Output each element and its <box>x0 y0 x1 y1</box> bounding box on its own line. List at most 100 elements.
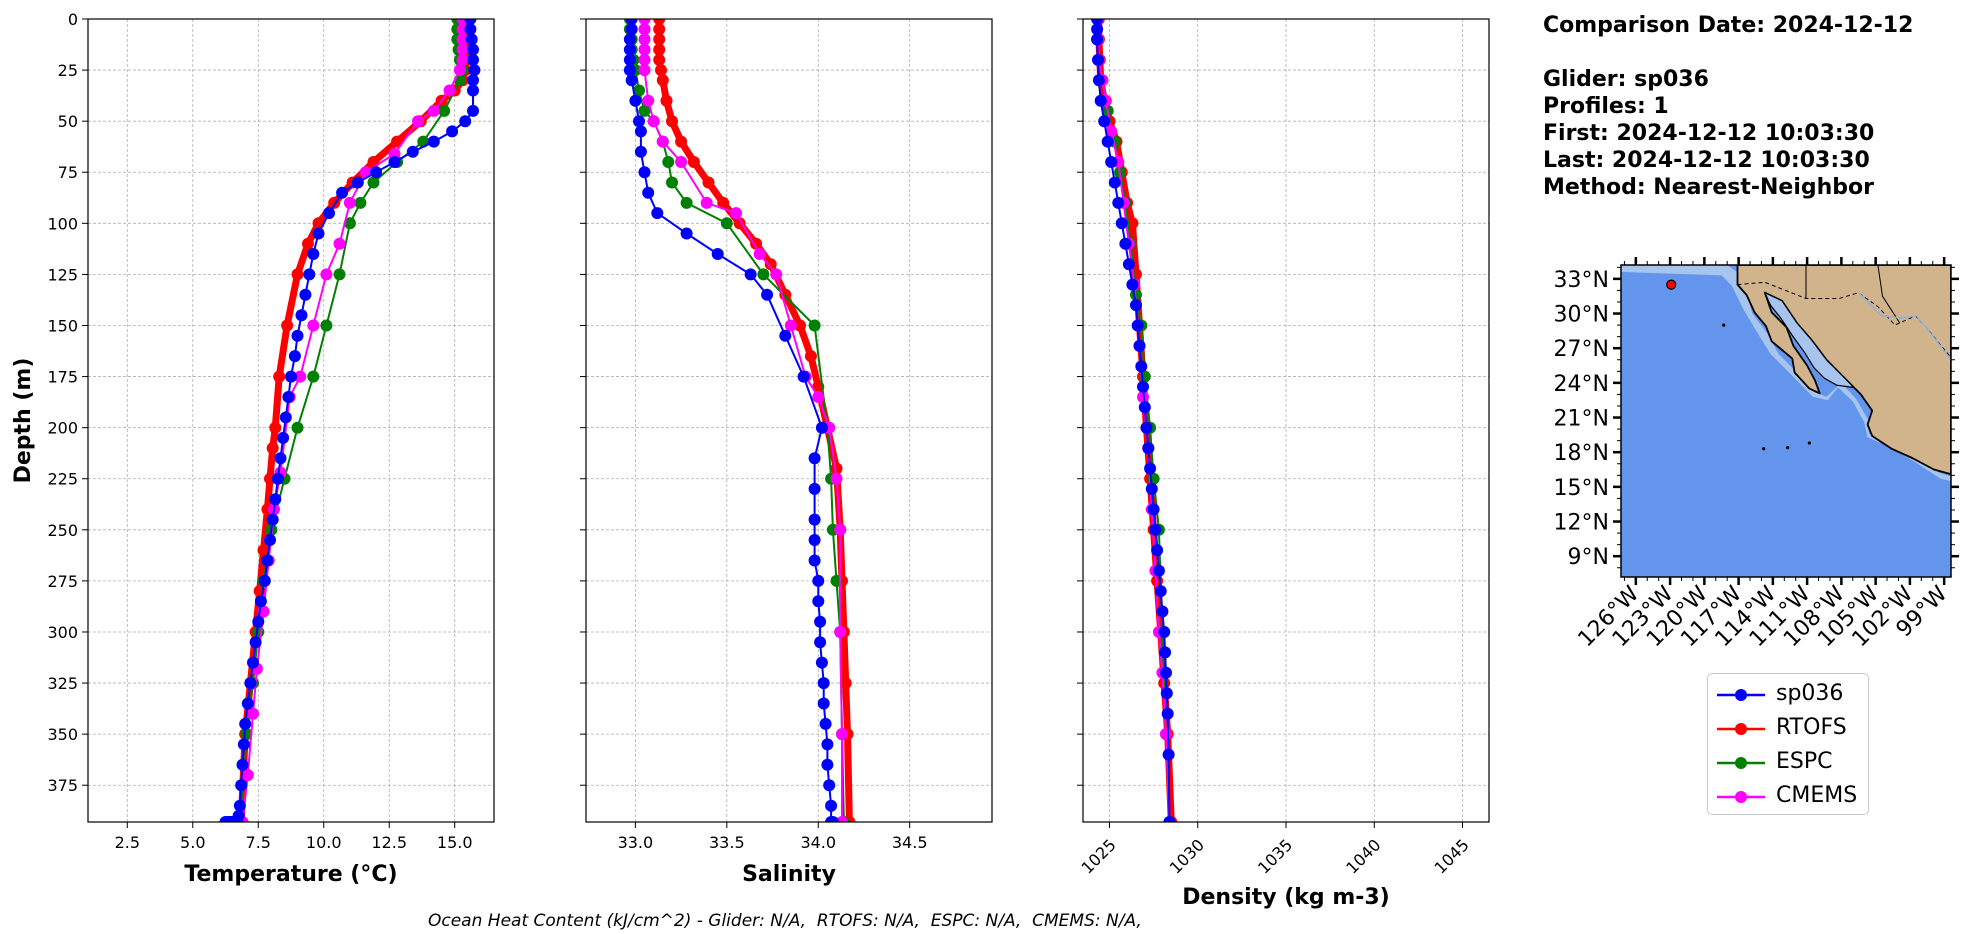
y-tick-label: 325 <box>47 674 78 693</box>
data-point-cmems <box>675 156 688 168</box>
data-point-sp036 <box>271 472 284 485</box>
data-point-cmems <box>812 391 825 403</box>
data-point-sp036 <box>815 656 828 669</box>
data-point-sp036 <box>264 534 276 546</box>
data-point-sp036 <box>623 64 636 77</box>
data-point-sp036 <box>823 779 836 792</box>
data-point-sp036 <box>1162 748 1175 761</box>
river <box>1857 292 1951 361</box>
data-point-cmems <box>456 53 469 66</box>
x-tick-label: 34.0 <box>800 833 836 852</box>
lat-tick-label: 33°N <box>1554 268 1609 293</box>
profiles-label: Profiles: 1 <box>1543 94 1669 119</box>
data-point-espc <box>662 156 675 168</box>
y-tick-label: 50 <box>58 112 78 131</box>
data-point-rtofs <box>653 43 666 56</box>
data-point-sp036 <box>638 166 651 179</box>
data-point-sp036 <box>808 554 821 567</box>
data-point-cmems <box>784 319 797 332</box>
data-point-sp036 <box>459 115 472 128</box>
data-point-cmems <box>359 166 372 179</box>
data-point-sp036 <box>1145 482 1158 495</box>
data-point-cmems <box>638 53 651 66</box>
data-point-sp036 <box>1098 115 1111 128</box>
data-point-sp036 <box>819 717 832 730</box>
data-point-sp036 <box>826 816 839 822</box>
data-point-cmems <box>834 523 847 536</box>
data-point-rtofs <box>804 350 817 363</box>
data-point-sp036 <box>261 554 274 567</box>
data-point-sp036 <box>634 145 647 158</box>
data-point-rtofs <box>653 23 666 36</box>
data-point-sp036 <box>323 207 335 220</box>
data-point-sp036 <box>808 452 821 465</box>
data-point-sp036 <box>464 19 477 25</box>
y-tick-label: 275 <box>47 572 78 591</box>
legend-swatch-rtofs <box>1717 723 1765 735</box>
data-point-sp036 <box>291 329 304 342</box>
series-rtofs <box>235 19 473 822</box>
data-point-sp036 <box>1112 196 1125 209</box>
data-point-sp036 <box>808 534 821 546</box>
x-tick-label: 15.0 <box>437 833 473 852</box>
data-point-sp036 <box>634 125 647 138</box>
data-point-sp036 <box>814 615 827 628</box>
data-point-espc <box>808 319 821 332</box>
data-point-sp036 <box>1094 94 1107 107</box>
data-point-sp036 <box>312 227 325 240</box>
data-point-sp036 <box>277 431 290 444</box>
data-point-sp036 <box>465 33 478 46</box>
x-tick-label: 12.5 <box>371 833 407 852</box>
data-point-sp036 <box>1105 156 1118 168</box>
data-point-rtofs <box>281 319 294 332</box>
data-point-espc <box>367 176 380 189</box>
data-point-sp036 <box>237 738 250 751</box>
data-point-sp036 <box>825 799 838 812</box>
x-tick-label: 5.0 <box>180 833 205 852</box>
data-point-sp036 <box>651 207 664 220</box>
comparison-date: Comparison Date: 2024-12-12 <box>1543 13 1914 38</box>
data-point-rtofs <box>794 319 806 332</box>
map-content <box>1621 265 1951 577</box>
data-point-espc <box>720 217 733 230</box>
data-point-espc <box>320 319 333 332</box>
data-point-rtofs <box>269 421 282 434</box>
data-point-rtofs <box>653 53 666 66</box>
legend-item-rtofs: RTOFS <box>1708 714 1868 744</box>
data-point-sp036 <box>467 43 479 56</box>
data-point-sp036 <box>282 391 295 403</box>
data-point-sp036 <box>812 595 825 608</box>
data-point-sp036 <box>351 176 364 189</box>
data-point-sp036 <box>779 329 792 342</box>
data-point-rtofs <box>839 677 852 690</box>
data-point-sp036 <box>1137 380 1149 393</box>
lat-tick-label: 15°N <box>1554 476 1609 501</box>
data-point-espc <box>638 104 651 117</box>
legend: sp036 RTOFS ESPC CMEMS <box>1707 673 1869 815</box>
data-point-sp036 <box>711 248 724 260</box>
data-point-sp036 <box>1119 237 1132 250</box>
data-point-sp036 <box>1147 503 1160 516</box>
data-point-sp036 <box>1115 217 1128 230</box>
country-border <box>1737 281 1951 358</box>
data-point-sp036 <box>629 94 642 107</box>
data-point-espc <box>354 196 367 209</box>
data-point-espc <box>333 268 346 281</box>
data-point-cmems <box>294 370 307 383</box>
legend-label-espc: ESPC <box>1776 749 1833 774</box>
data-point-sp036 <box>1131 319 1144 332</box>
data-point-cmems <box>638 23 651 36</box>
y-tick-label: 225 <box>47 470 78 489</box>
y-tick-label: 375 <box>47 776 78 795</box>
data-point-cmems <box>647 115 660 128</box>
last-time-label: Last: 2024-12-12 10:03:30 <box>1543 148 1870 173</box>
data-point-sp036 <box>1135 360 1148 373</box>
data-point-espc <box>666 176 678 189</box>
data-point-rtofs <box>257 544 270 557</box>
data-point-rtofs <box>653 33 666 46</box>
data-point-cmems <box>638 33 651 46</box>
data-point-cmems <box>836 816 848 822</box>
legend-item-espc: ESPC <box>1708 748 1868 778</box>
data-point-cmems <box>638 43 651 56</box>
data-point-cmems <box>770 268 783 281</box>
